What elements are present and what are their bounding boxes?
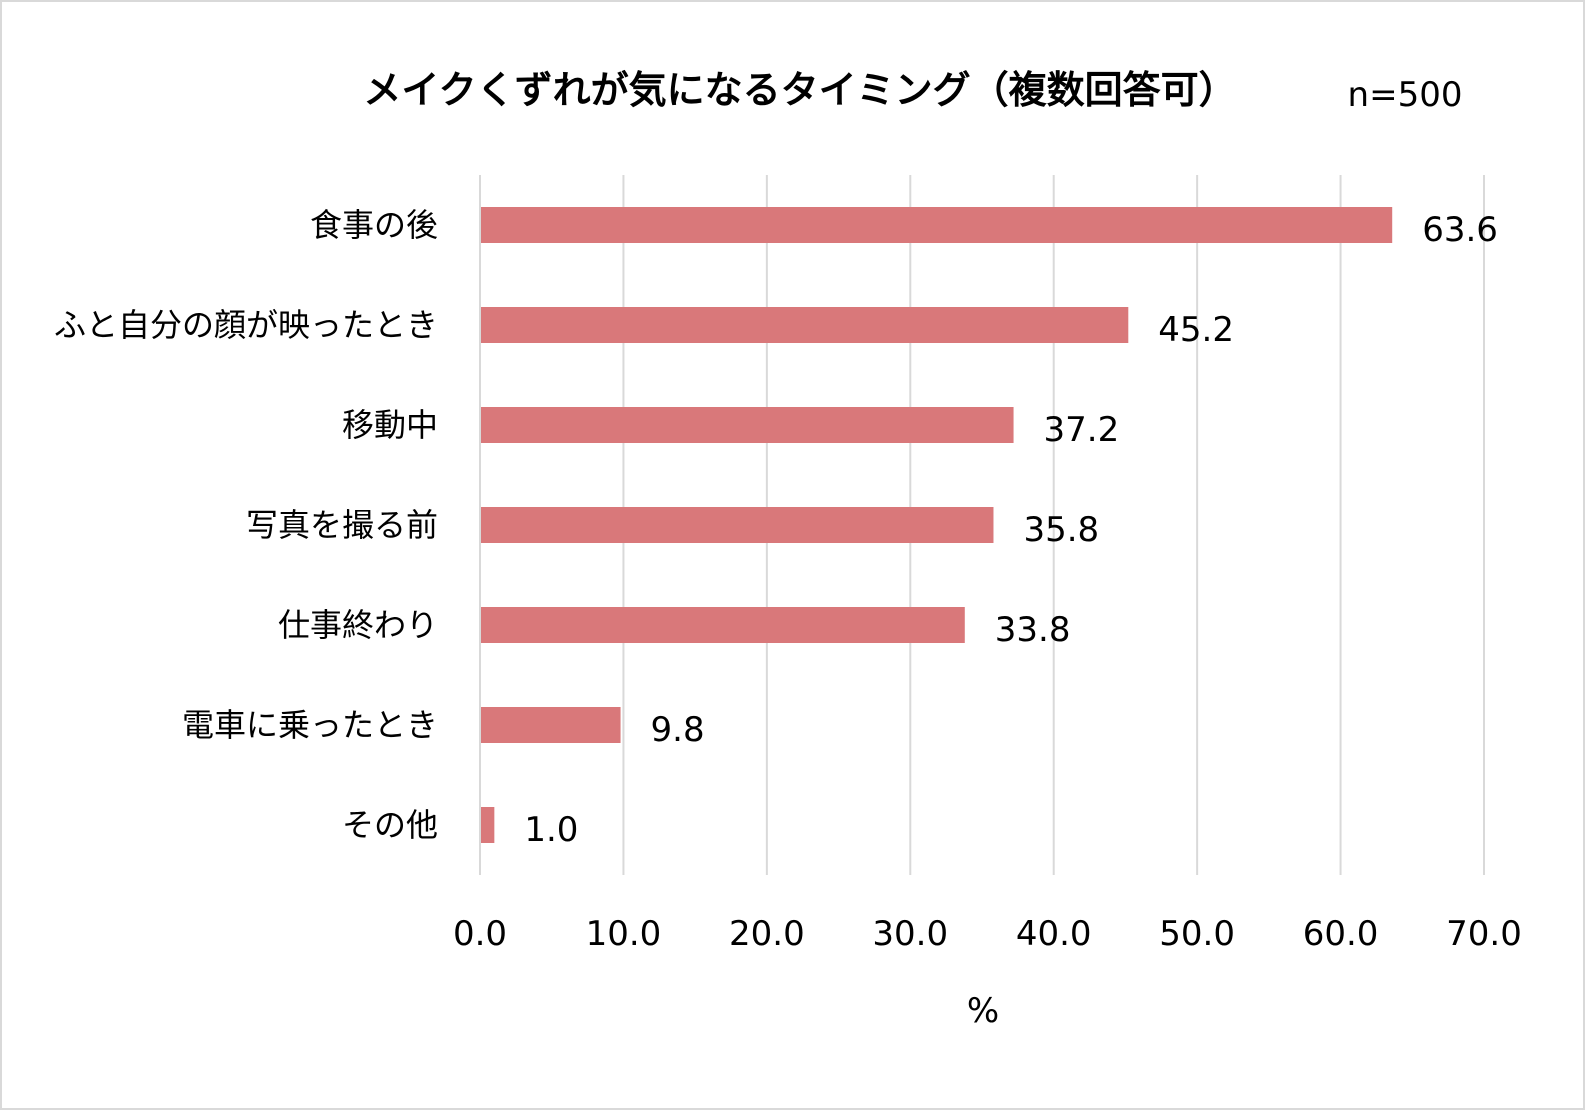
value-label: 35.8 [1023,510,1099,550]
x-tick-label: 0.0 [453,914,507,954]
x-tick-label: 10.0 [586,914,662,954]
category-label: 写真を撮る前 [246,506,438,544]
bar-2 [481,307,1129,343]
category-label: 食事の後 [310,206,438,244]
x-tick-label: 30.0 [872,914,948,954]
gridlines [479,175,1485,875]
bar-6 [481,707,621,743]
value-label: 9.8 [651,710,705,750]
bar-5 [481,607,965,643]
value-label: 63.6 [1422,210,1498,250]
category-label: 仕事終わり [278,606,438,644]
bar-4 [481,507,994,543]
category-label: 移動中 [342,406,438,444]
x-tick-label: 40.0 [1016,914,1092,954]
x-tick-label: 50.0 [1159,914,1235,954]
bar-3 [481,407,1014,443]
category-label: その他 [342,806,438,844]
x-tick-label: 70.0 [1446,914,1522,954]
chart-title: メイクくずれが気になるタイミング（複数回答可） [363,68,1236,112]
labels: 0.0 10.0 20.0 30.0 40.0 50.0 60.0 70.0 食事の後 63.6 ふ… [54,206,1522,954]
value-label: 37.2 [1044,410,1120,450]
value-label: 1.0 [524,810,578,850]
bar-1 [481,207,1393,243]
sample-size-label: n=500 [1348,75,1463,115]
bar-7 [481,807,495,843]
x-tick-label: 60.0 [1303,914,1379,954]
category-label: 電車に乗ったとき [182,706,438,744]
category-label: ふと自分の顔が映ったとき [54,306,438,344]
x-tick-label: 20.0 [729,914,805,954]
value-label: 33.8 [995,610,1071,650]
bars [481,207,1393,843]
value-label: 45.2 [1158,310,1234,350]
x-axis-title: % [967,991,999,1031]
